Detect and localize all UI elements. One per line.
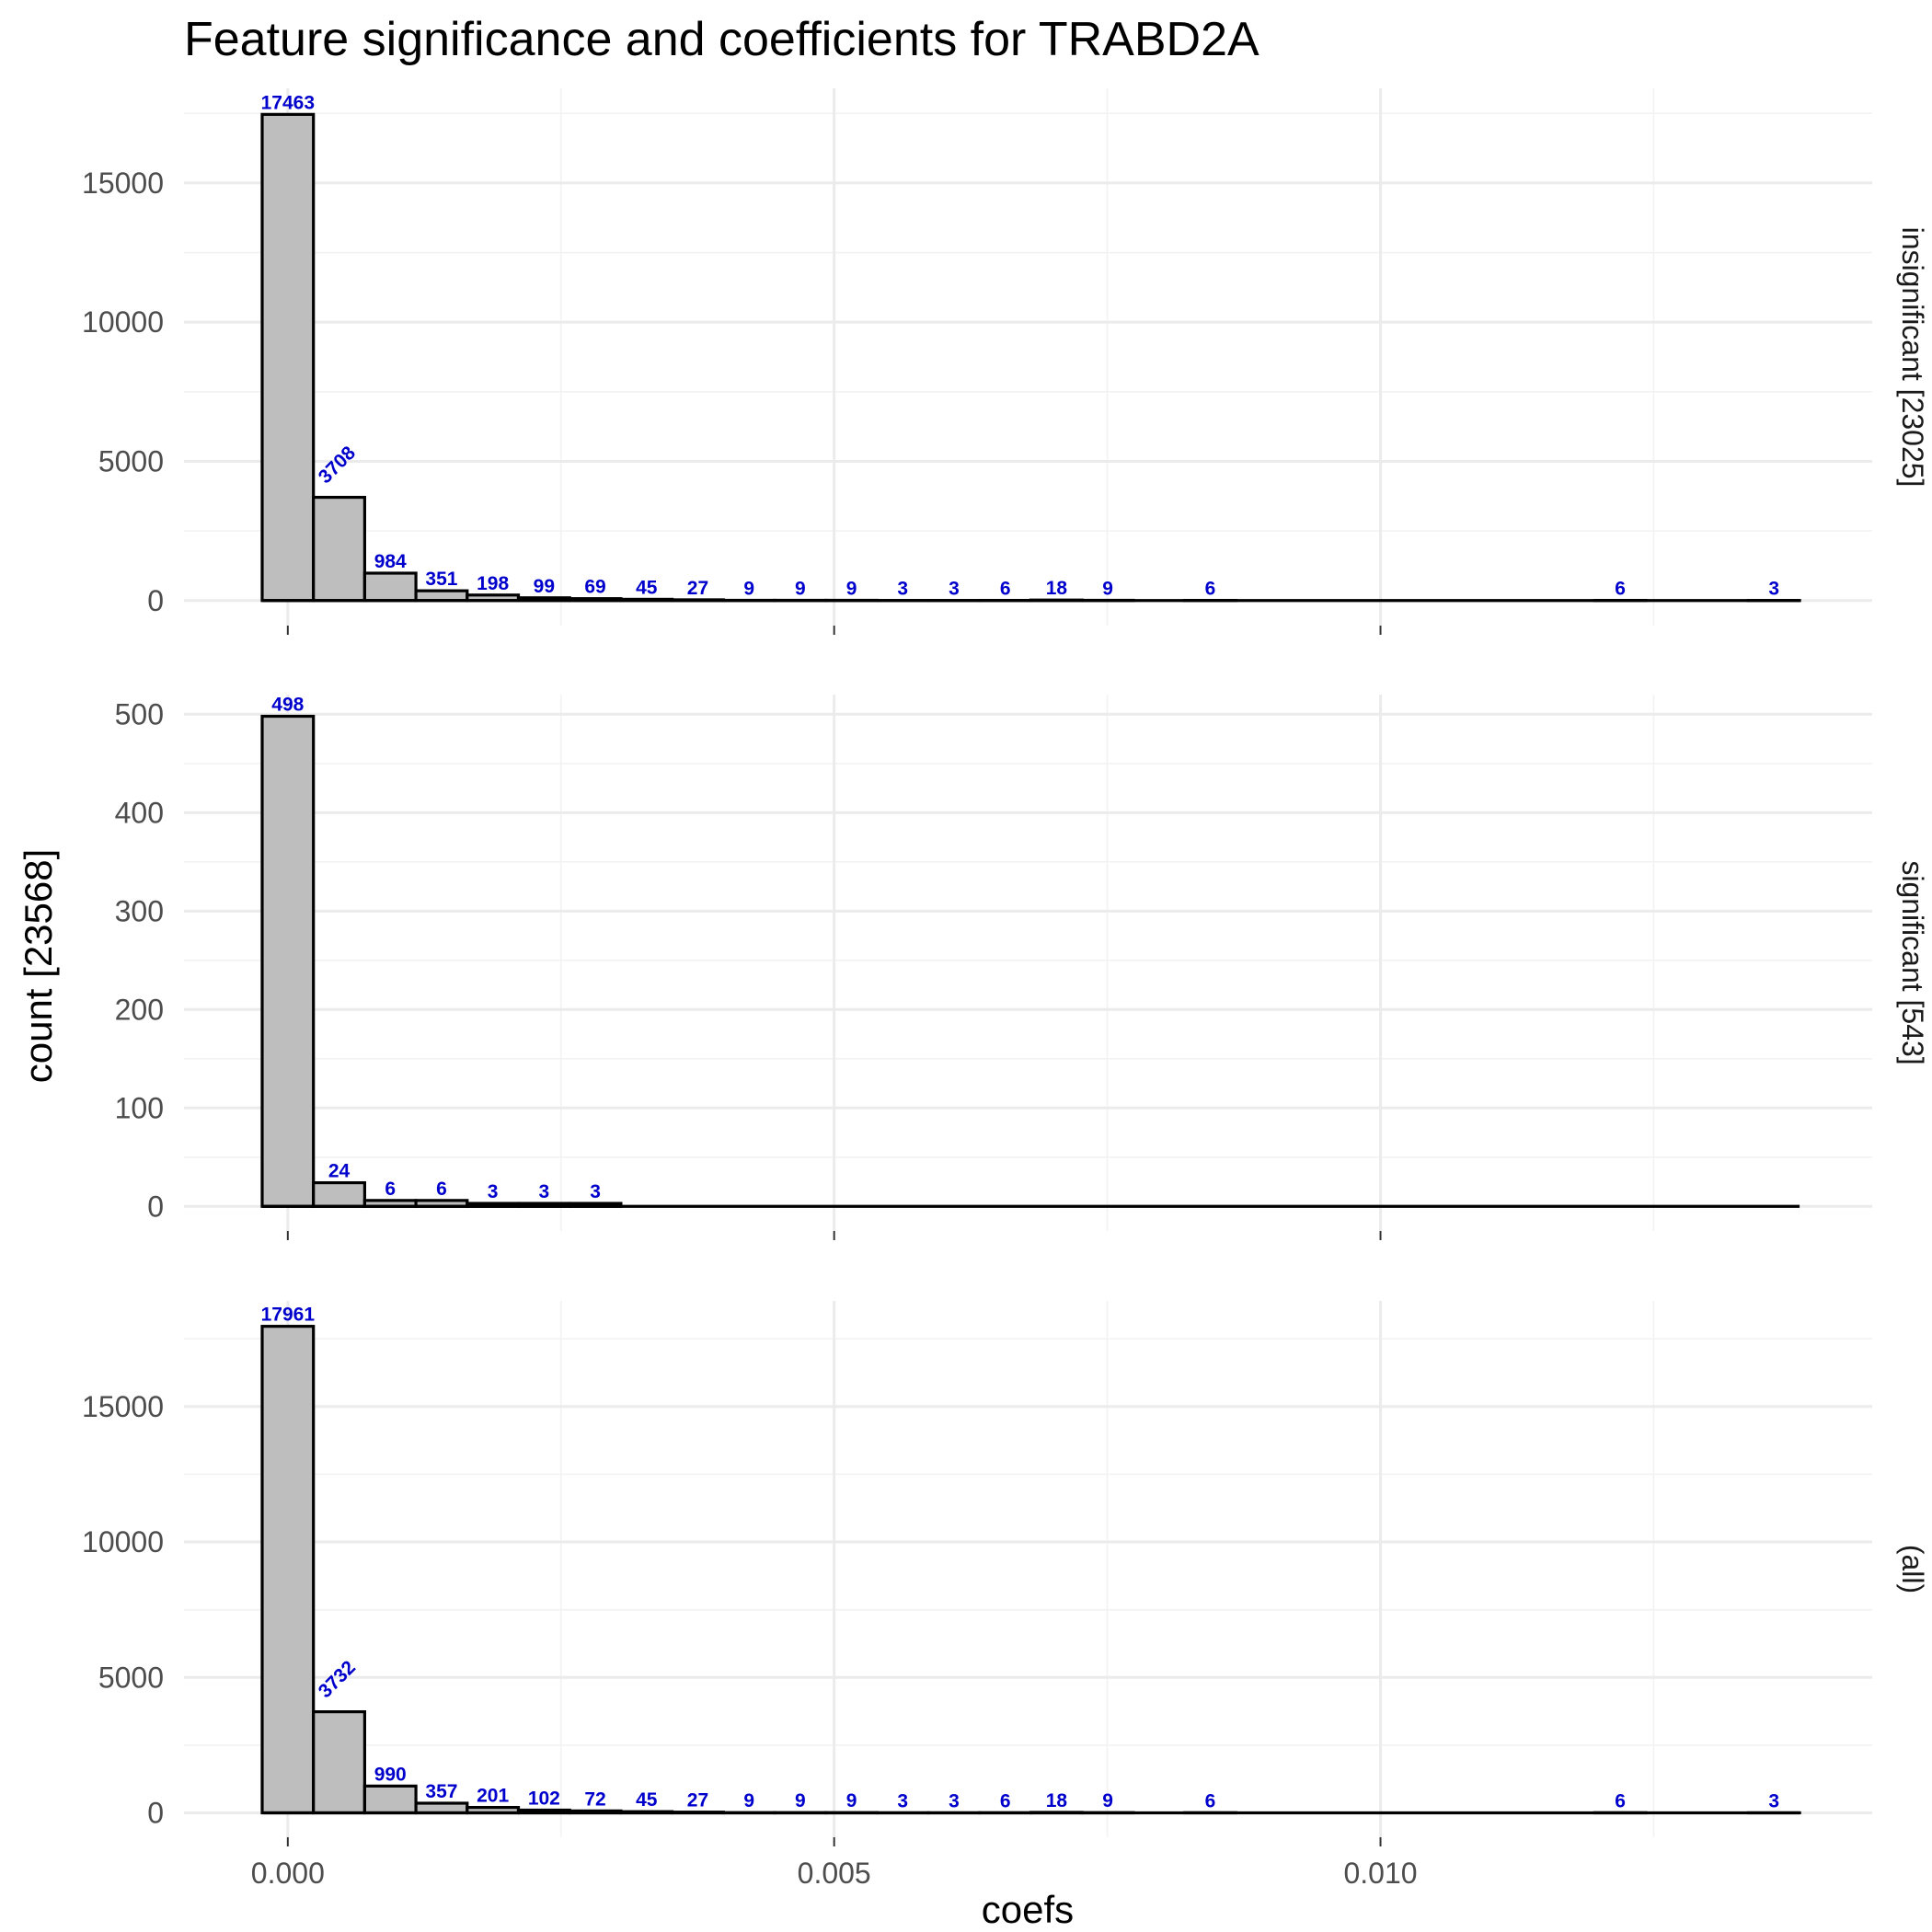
chart-title: Feature significance and coefficients fo… bbox=[184, 13, 1259, 66]
y-tick-label: 300 bbox=[115, 894, 164, 927]
data-label: 6 bbox=[1000, 1790, 1011, 1811]
data-label: 498 bbox=[271, 695, 304, 716]
data-label: 201 bbox=[477, 1786, 509, 1807]
x-tick-label: 0.010 bbox=[1343, 1857, 1417, 1890]
data-label: 6 bbox=[1205, 579, 1216, 600]
histogram-bar bbox=[312, 1180, 366, 1208]
facet-strip-label: insignificant [23025] bbox=[1896, 227, 1929, 488]
data-label: 24 bbox=[328, 1161, 351, 1182]
y-tick-label: 15000 bbox=[82, 1390, 164, 1423]
histogram-bar bbox=[260, 1325, 316, 1815]
data-label: 3 bbox=[1768, 1790, 1779, 1811]
data-label: 351 bbox=[425, 569, 457, 590]
data-label: 6 bbox=[385, 1179, 396, 1200]
data-label: 357 bbox=[425, 1781, 457, 1802]
data-label: 6 bbox=[1615, 579, 1626, 600]
x-axis-title: coefs bbox=[982, 1888, 1074, 1931]
data-label: 18 bbox=[1046, 578, 1068, 599]
data-label: 6 bbox=[1000, 579, 1011, 600]
data-label: 9 bbox=[743, 1790, 754, 1811]
data-label: 27 bbox=[687, 1790, 708, 1811]
data-label: 27 bbox=[687, 578, 708, 599]
y-tick-label: 0 bbox=[147, 584, 164, 617]
data-label: 69 bbox=[584, 577, 605, 598]
facet-strip-label: significant [543] bbox=[1896, 860, 1929, 1064]
histogram-bar bbox=[362, 571, 418, 603]
histogram-bar bbox=[362, 1784, 418, 1815]
data-label: 3 bbox=[590, 1181, 601, 1202]
data-label: 9 bbox=[846, 1790, 857, 1811]
data-label: 984 bbox=[374, 551, 407, 572]
y-tick-label: 0 bbox=[147, 1190, 164, 1223]
data-label: 72 bbox=[584, 1788, 605, 1810]
data-label: 3708 bbox=[315, 443, 361, 489]
data-label: 6 bbox=[1615, 1790, 1626, 1811]
data-label: 3 bbox=[949, 1790, 960, 1811]
data-label: 3 bbox=[488, 1181, 499, 1202]
y-axis-title: count [23568] bbox=[17, 849, 60, 1084]
panel-1: 0 100 200 300 400 500 498 24 6 6 3 3 3 significant [5… bbox=[115, 695, 1929, 1240]
data-label: 3 bbox=[897, 579, 908, 600]
y-tick-label: 10000 bbox=[82, 1525, 164, 1558]
data-label: 99 bbox=[534, 576, 555, 597]
y-tick-label: 100 bbox=[115, 1091, 164, 1124]
data-label: 18 bbox=[1046, 1790, 1068, 1811]
data-label: 9 bbox=[795, 578, 806, 599]
y-tick-label: 0 bbox=[147, 1797, 164, 1830]
data-label: 6 bbox=[1205, 1790, 1216, 1811]
facet-strip-label: (all) bbox=[1896, 1545, 1929, 1593]
data-label: 45 bbox=[636, 577, 658, 598]
data-label: 3732 bbox=[315, 1657, 360, 1702]
histogram-bar bbox=[312, 1710, 366, 1815]
data-label: 102 bbox=[528, 1788, 560, 1809]
data-label: 990 bbox=[374, 1764, 407, 1785]
y-tick-label: 5000 bbox=[98, 444, 164, 477]
histogram-bar bbox=[260, 112, 316, 603]
data-label: 6 bbox=[436, 1179, 447, 1200]
data-label: 9 bbox=[1102, 1790, 1113, 1811]
y-tick-label: 500 bbox=[115, 697, 164, 730]
data-label: 3 bbox=[539, 1181, 550, 1202]
panel-2: 0 5000 10000 15000 17961 3732 990 357 201 102 72 45… bbox=[82, 1301, 1929, 1846]
data-label: 3 bbox=[1768, 579, 1779, 600]
y-tick-label: 200 bbox=[115, 993, 164, 1026]
histogram-bar bbox=[260, 714, 316, 1208]
y-tick-label: 400 bbox=[115, 796, 164, 829]
data-label: 9 bbox=[1102, 578, 1113, 599]
data-label: 9 bbox=[795, 1790, 806, 1811]
histogram-bar bbox=[312, 495, 366, 603]
data-label: 45 bbox=[636, 1789, 658, 1811]
y-tick-label: 5000 bbox=[98, 1661, 164, 1694]
data-label: 17961 bbox=[261, 1305, 316, 1326]
data-label: 3 bbox=[949, 579, 960, 600]
data-label: 198 bbox=[477, 573, 509, 594]
y-tick-label: 10000 bbox=[82, 305, 164, 339]
data-label: 3 bbox=[897, 1790, 908, 1811]
data-label: 9 bbox=[846, 578, 857, 599]
x-tick-label: 0.000 bbox=[251, 1857, 325, 1890]
data-label: 17463 bbox=[261, 92, 315, 113]
x-tick-label: 0.005 bbox=[798, 1857, 871, 1890]
data-label: 9 bbox=[743, 578, 754, 599]
y-tick-label: 15000 bbox=[82, 167, 164, 200]
